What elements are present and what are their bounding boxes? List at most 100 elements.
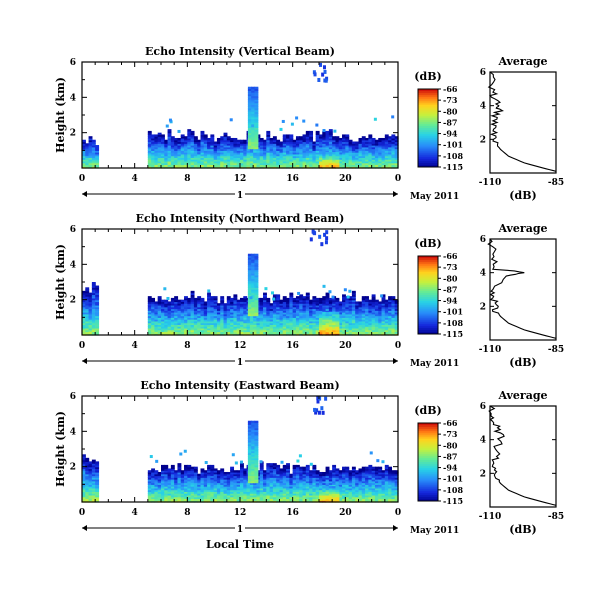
x-tick-label: 16 <box>286 341 299 351</box>
colorbar-tick-label: -108 <box>443 151 463 161</box>
echo-cell <box>204 134 208 136</box>
heatmap-2 <box>82 230 399 336</box>
echo-cell <box>194 467 198 469</box>
echo-cell <box>297 292 300 295</box>
colorbar-tick-label: -80 <box>443 273 458 283</box>
echo-cell <box>92 140 96 142</box>
echo-cell <box>194 136 198 138</box>
echo-cell <box>148 131 152 133</box>
panel-3: Echo Intensity (Eastward Beam)246Height … <box>54 379 564 536</box>
x-tick-label: 16 <box>286 174 299 184</box>
x-tick-label: 12 <box>234 174 247 184</box>
echo-cell <box>332 296 335 299</box>
echo-cell <box>280 128 283 131</box>
average-y-tick-label: 4 <box>480 269 486 279</box>
colorbar-tick-label: -108 <box>443 318 463 328</box>
echo-cell <box>249 296 252 299</box>
month-label: May 2011 <box>410 192 459 202</box>
month-label: May 2011 <box>410 359 459 369</box>
average-x-tick-label: -110 <box>479 178 502 188</box>
echo-cell <box>335 298 339 300</box>
echo-cell <box>282 120 285 123</box>
echo-cell <box>171 465 175 467</box>
x-tick-label: 4 <box>132 174 138 184</box>
echo-cell <box>352 291 356 293</box>
echo-cell <box>315 124 318 127</box>
day-bar-arrow-left <box>82 191 87 197</box>
echo-cell <box>169 119 172 122</box>
echo-cell <box>276 465 280 467</box>
average-y-tick-label: 4 <box>480 102 486 112</box>
echo-cell <box>254 254 258 256</box>
echo-cell <box>289 134 293 136</box>
panel-1: Echo Intensity (Vertical Beam)246Height … <box>54 45 564 202</box>
echo-cell <box>317 78 320 82</box>
average-frame <box>490 72 556 173</box>
colorbar-tick-label: -115 <box>443 162 463 172</box>
average-frame <box>490 239 556 340</box>
echo-cell <box>264 287 267 290</box>
echo-cell <box>158 296 162 298</box>
echo-cell <box>318 235 321 239</box>
colorbar-tick-label: -101 <box>443 307 463 317</box>
average-profile-line <box>488 239 556 338</box>
panel-2: Echo Intensity (Northward Beam)246Height… <box>54 212 564 369</box>
echo-cell <box>191 291 195 293</box>
average-x-tick-label: -85 <box>548 345 564 355</box>
echo-cell <box>177 130 180 133</box>
colorbar-tick-label: -87 <box>443 284 457 294</box>
x-tick-label: 12 <box>234 341 247 351</box>
echo-cell <box>391 296 395 298</box>
day-bar-arrow-left <box>82 358 87 364</box>
echo-cell <box>316 131 320 133</box>
x-tick-label: 20 <box>339 174 352 184</box>
echo-cell <box>286 463 290 465</box>
colorbar-tick-label: -94 <box>443 296 458 306</box>
colorbar-tick-label: -66 <box>443 251 458 261</box>
echo-cell <box>368 134 372 136</box>
echo-cell <box>271 291 274 294</box>
y-tick-label: 2 <box>70 129 76 139</box>
heatmap-3 <box>82 396 399 502</box>
echo-cell <box>329 129 333 131</box>
average-y-tick-label: 6 <box>480 68 486 78</box>
echo-cell <box>177 463 181 465</box>
echo-cell <box>210 134 214 136</box>
echo-cell <box>391 115 394 118</box>
average-title: Average <box>497 222 547 235</box>
colorbar-tick-label: -66 <box>443 84 458 94</box>
echo-cell <box>344 288 347 291</box>
y-tick-label: 6 <box>70 58 76 68</box>
echo-cell <box>345 134 349 136</box>
echo-cell <box>224 133 228 135</box>
echo-cell <box>214 296 218 298</box>
echo-cell <box>335 312 339 314</box>
x-tick-label: 4 <box>132 341 138 351</box>
echo-cell <box>230 467 234 469</box>
x-tick-label: 0 <box>395 341 401 351</box>
echo-cell <box>95 286 99 288</box>
echo-cell <box>164 465 168 467</box>
x-tick-label: 0 <box>79 341 85 351</box>
echo-cell <box>322 129 325 132</box>
x-tick-label: 8 <box>184 174 190 184</box>
echo-cell <box>95 461 99 463</box>
echo-cell <box>251 124 254 127</box>
panel-title: Echo Intensity (Vertical Beam) <box>145 45 335 58</box>
y-axis-label: Height (km) <box>54 244 67 320</box>
echo-cell <box>380 294 383 297</box>
y-tick-label: 6 <box>70 225 76 235</box>
echo-cell <box>272 298 275 301</box>
colorbar-tick-label: -115 <box>443 329 463 339</box>
average-title: Average <box>497 55 547 68</box>
echo-cell <box>273 136 277 138</box>
echo-cell <box>323 233 326 237</box>
echo-cell <box>266 298 270 300</box>
echo-cell <box>92 282 96 284</box>
colorbar-tick-label: -94 <box>443 129 458 139</box>
echo-cell <box>323 65 326 69</box>
echo-cell <box>220 468 224 470</box>
echo-cell <box>89 136 93 138</box>
colorbar-tick-label: -101 <box>443 140 463 150</box>
